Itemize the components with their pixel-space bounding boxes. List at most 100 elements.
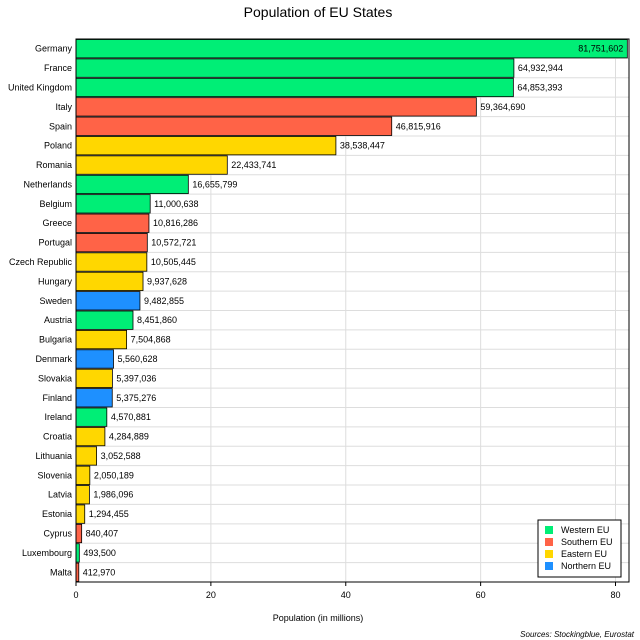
category-label: Italy bbox=[55, 102, 72, 112]
x-tick-label: 80 bbox=[611, 590, 621, 600]
bar bbox=[75, 174, 189, 195]
bar bbox=[75, 291, 141, 311]
category-label: Sweden bbox=[39, 296, 72, 306]
value-label: 493,500 bbox=[83, 548, 116, 558]
category-labels: Germany France United Kingdom Italy Spain Pol… bbox=[8, 44, 73, 578]
value-label: 5,560,628 bbox=[118, 354, 158, 364]
bar bbox=[75, 407, 108, 427]
value-label: 4,570,881 bbox=[111, 412, 151, 422]
bar bbox=[75, 426, 106, 447]
category-label: Netherlands bbox=[23, 179, 72, 189]
value-label: 64,853,393 bbox=[517, 82, 562, 92]
bar bbox=[75, 349, 114, 369]
x-axis-label: Population (in millions) bbox=[273, 613, 364, 623]
bar bbox=[75, 233, 148, 253]
category-label: Cyprus bbox=[43, 529, 72, 539]
bar bbox=[75, 485, 90, 505]
bar bbox=[75, 136, 337, 156]
legend: Western EU Southern EU Eastern EU Northern … bbox=[537, 519, 622, 578]
category-label: Slovakia bbox=[38, 373, 72, 383]
bar bbox=[75, 465, 91, 485]
value-label: 38,538,447 bbox=[340, 141, 385, 151]
value-label: 5,375,276 bbox=[116, 393, 156, 403]
category-label: Austria bbox=[44, 315, 72, 325]
x-tick-label: 20 bbox=[206, 590, 216, 600]
category-label: Spain bbox=[49, 121, 72, 131]
grid-lines bbox=[76, 39, 629, 582]
value-label: 10,816,286 bbox=[153, 218, 198, 228]
value-label: 3,052,588 bbox=[101, 451, 141, 461]
value-label: 59,364,690 bbox=[480, 102, 525, 112]
category-label: Croatia bbox=[43, 432, 72, 442]
value-label: 64,932,944 bbox=[518, 63, 563, 73]
value-label: 46,815,916 bbox=[396, 121, 441, 131]
category-label: Hungary bbox=[38, 276, 73, 286]
category-label: Germany bbox=[35, 44, 73, 54]
bar bbox=[75, 39, 628, 59]
legend-label: Northern EU bbox=[561, 561, 611, 571]
category-label: Estonia bbox=[42, 509, 72, 519]
category-label: Luxembourg bbox=[22, 548, 72, 558]
bar bbox=[75, 97, 477, 117]
chart-title: Population of EU States bbox=[244, 4, 393, 20]
legend-label: Eastern EU bbox=[561, 549, 607, 559]
legend-swatch bbox=[545, 562, 553, 570]
bar bbox=[75, 58, 515, 78]
category-label: Portugal bbox=[38, 238, 72, 248]
value-label: 4,284,889 bbox=[109, 432, 149, 442]
bar bbox=[75, 310, 134, 330]
bar bbox=[75, 271, 144, 292]
bar bbox=[75, 329, 128, 350]
bar bbox=[75, 194, 151, 214]
bar bbox=[75, 213, 150, 233]
category-label: United Kingdom bbox=[8, 82, 72, 92]
bar bbox=[75, 504, 86, 524]
value-label: 840,407 bbox=[86, 529, 119, 539]
source-note: Sources: Stockingblue, Eurostat bbox=[520, 630, 635, 639]
legend-label: Southern EU bbox=[561, 537, 613, 547]
category-label: Malta bbox=[50, 567, 72, 577]
category-label: Czech Republic bbox=[9, 257, 73, 267]
value-label: 1,294,455 bbox=[89, 509, 129, 519]
bar bbox=[75, 368, 113, 388]
category-label: Slovenia bbox=[37, 470, 72, 480]
x-tick-label: 40 bbox=[341, 590, 351, 600]
category-label: France bbox=[44, 63, 72, 73]
value-label: 1,986,096 bbox=[93, 490, 133, 500]
value-label: 8,451,860 bbox=[137, 315, 177, 325]
x-tick-label: 0 bbox=[73, 590, 78, 600]
value-label: 10,572,721 bbox=[151, 238, 196, 248]
legend-swatch bbox=[545, 526, 553, 534]
category-label: Belgium bbox=[39, 199, 72, 209]
category-label: Poland bbox=[44, 141, 72, 151]
bar bbox=[75, 77, 514, 98]
bar bbox=[75, 116, 393, 136]
x-axis-ticks: 0 20 40 60 80 bbox=[73, 582, 621, 600]
value-label: 412,970 bbox=[83, 567, 116, 577]
value-label: 9,937,628 bbox=[147, 276, 187, 286]
category-label: Romania bbox=[36, 160, 72, 170]
plot-border bbox=[75, 38, 630, 583]
value-label: 2,050,189 bbox=[94, 470, 134, 480]
value-label: 81,751,602 bbox=[578, 44, 623, 54]
bar bbox=[75, 523, 83, 544]
value-label: 10,505,445 bbox=[151, 257, 196, 267]
bar bbox=[75, 388, 113, 408]
category-label: Ireland bbox=[44, 412, 72, 422]
bar bbox=[75, 446, 97, 466]
category-label: Denmark bbox=[35, 354, 72, 364]
legend-swatch bbox=[545, 538, 553, 546]
legend-label: Western EU bbox=[561, 525, 609, 535]
category-label: Latvia bbox=[48, 490, 72, 500]
value-label: 22,433,741 bbox=[231, 160, 276, 170]
value-labels: 81,751,602 64,932,944 64,853,393 59,364,690… bbox=[83, 44, 624, 578]
category-label: Greece bbox=[42, 218, 72, 228]
value-label: 5,397,036 bbox=[116, 373, 156, 383]
value-label: 11,000,638 bbox=[154, 199, 198, 209]
category-label: Lithuania bbox=[35, 451, 72, 461]
value-label: 7,504,868 bbox=[131, 335, 171, 345]
x-tick-label: 60 bbox=[476, 590, 486, 600]
bar bbox=[75, 155, 228, 175]
value-label: 9,482,855 bbox=[144, 296, 184, 306]
